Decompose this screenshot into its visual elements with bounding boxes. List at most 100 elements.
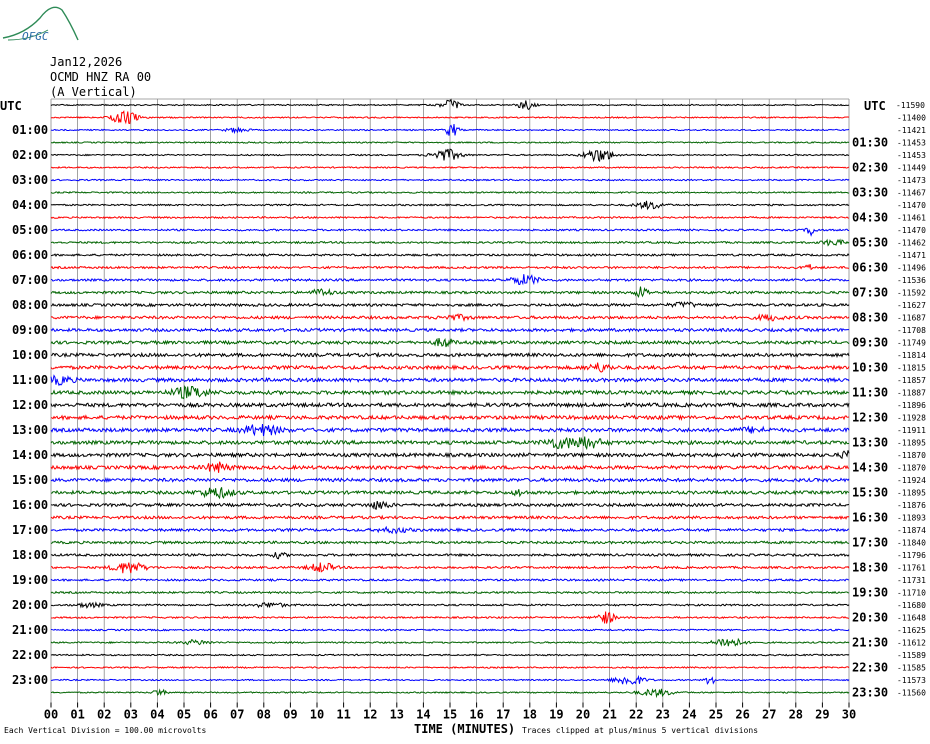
x-tick-label: 16 — [469, 708, 483, 722]
seismic-trace — [50, 525, 850, 535]
right-hour-label: 22:30 — [852, 661, 888, 675]
trace-offset-label: -11473 — [897, 176, 926, 185]
seismic-trace — [50, 327, 850, 333]
seismic-trace — [50, 423, 850, 437]
seismic-trace — [50, 337, 850, 348]
seismic-trace — [50, 500, 850, 510]
trace-offset-label: -11496 — [897, 264, 926, 273]
seismic-trace — [51, 141, 850, 144]
x-tick-label: 02 — [97, 708, 111, 722]
trace-offset-label: -11911 — [897, 426, 926, 435]
right-hour-label: 21:30 — [852, 636, 888, 650]
right-hour-label: 19:30 — [852, 586, 888, 600]
logo-text: OFGC — [22, 30, 49, 43]
footer-scale-note: Each Vertical Division = 100.00 microvol… — [4, 726, 207, 735]
left-hour-label: 06:00 — [12, 248, 48, 262]
right-hour-label: 23:30 — [852, 686, 888, 700]
trace-offset-label: -11470 — [897, 226, 926, 235]
seismic-trace — [50, 215, 850, 220]
right-hour-label: 12:30 — [852, 411, 888, 425]
left-hour-label: 11:00 — [12, 373, 48, 387]
x-tick-label: 20 — [576, 708, 590, 722]
seismic-trace — [50, 200, 850, 211]
trace-offset-label: -11870 — [897, 464, 926, 473]
x-tick-label: 28 — [789, 708, 803, 722]
trace-offset-label: -11857 — [897, 376, 926, 385]
seismic-trace — [50, 274, 850, 286]
left-hour-label: 04:00 — [12, 198, 48, 212]
x-tick-label: 27 — [762, 708, 776, 722]
seismic-trace — [50, 313, 850, 322]
trace-offset-label: -11731 — [897, 576, 926, 585]
trace-offset-label: -11627 — [897, 301, 926, 310]
trace-offset-label: -11449 — [897, 164, 926, 173]
trace-offset-label: -11749 — [897, 339, 926, 348]
right-hour-label: 05:30 — [852, 236, 888, 250]
x-tick-label: 10 — [310, 708, 324, 722]
seismic-trace — [50, 301, 850, 309]
trace-offset-label: -11400 — [897, 114, 926, 123]
trace-offset-label: -11893 — [897, 514, 926, 523]
seismic-trace — [50, 414, 850, 422]
trace-offset-label: -11680 — [897, 601, 926, 610]
seismic-trace — [50, 628, 850, 632]
x-tick-label: 14 — [416, 708, 430, 722]
left-hour-label: 01:00 — [12, 123, 48, 137]
seismic-trace — [50, 238, 850, 247]
right-hour-label: 20:30 — [852, 611, 888, 625]
trace-offset-label: -11870 — [897, 451, 926, 460]
left-hour-label: 18:00 — [12, 548, 48, 562]
trace-offset-label: -11467 — [897, 189, 926, 198]
right-hour-label: 08:30 — [852, 311, 888, 325]
trace-offset-label: -11573 — [897, 676, 926, 685]
left-hour-label: 02:00 — [12, 148, 48, 162]
seismic-trace — [50, 666, 850, 669]
seismic-trace — [50, 401, 850, 409]
x-tick-label: 23 — [656, 708, 670, 722]
x-axis-title: TIME (MINUTES) — [414, 722, 516, 736]
x-tick-label: 29 — [815, 708, 829, 722]
seismic-trace — [50, 590, 850, 595]
trace-offset-label: -11761 — [897, 564, 926, 573]
right-utc-label: UTC — [864, 99, 886, 113]
trace-offset-label: -11470 — [897, 201, 926, 210]
seismic-trace — [50, 385, 850, 400]
trace-offset-label: -11625 — [897, 626, 926, 635]
top-right-offset: -11590 — [896, 101, 925, 110]
seismic-trace — [50, 540, 850, 545]
right-hour-label: 15:30 — [852, 486, 888, 500]
seismic-trace — [50, 653, 850, 657]
trace-offset-label: -11536 — [897, 276, 926, 285]
x-tick-label: 05 — [177, 708, 191, 722]
seismic-trace — [50, 190, 850, 194]
right-hour-label: 01:30 — [852, 136, 888, 150]
chart-grid — [50, 98, 850, 708]
right-hour-label: 03:30 — [852, 186, 888, 200]
x-tick-label: 03 — [124, 708, 138, 722]
trace-offset-label: -11461 — [897, 214, 926, 223]
seismic-trace — [50, 578, 850, 583]
right-hour-label: 10:30 — [852, 361, 888, 375]
x-tick-label: 09 — [283, 708, 297, 722]
trace-offset-label: -11887 — [897, 389, 926, 398]
left-hour-label: 20:00 — [12, 598, 48, 612]
x-tick-label: 24 — [682, 708, 696, 722]
x-tick-label: 21 — [602, 708, 616, 722]
right-hour-label: 13:30 — [852, 436, 888, 450]
trace-offset-label: -11560 — [897, 689, 926, 698]
trace-offset-label: -11814 — [897, 351, 926, 360]
seismic-trace — [50, 110, 850, 125]
trace-offset-label: -11612 — [897, 639, 926, 648]
left-hour-label: 05:00 — [12, 223, 48, 237]
x-tick-label: 01 — [70, 708, 84, 722]
left-hour-label: 08:00 — [12, 298, 48, 312]
seismic-trace — [50, 461, 849, 473]
x-tick-label: 04 — [150, 708, 164, 722]
seismic-trace — [50, 178, 850, 182]
ofgc-logo: OFGC — [2, 6, 79, 43]
x-tick-label: 13 — [390, 708, 404, 722]
footer-clip-note: Traces clipped at plus/minus 5 vertical … — [522, 726, 759, 735]
chart-date: Jan12,2026 — [50, 55, 123, 69]
left-hour-label: 07:00 — [12, 273, 48, 287]
left-hour-label: 15:00 — [12, 473, 48, 487]
